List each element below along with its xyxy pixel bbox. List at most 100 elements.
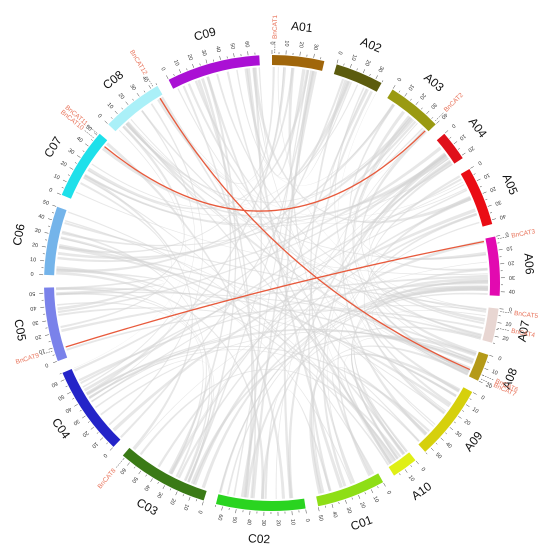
synteny-link: [351, 337, 474, 456]
tick-mark: [461, 152, 466, 156]
tick-mark: [472, 392, 477, 395]
gene-leader-line: [40, 350, 53, 355]
tick-label: 0: [419, 467, 426, 473]
tick-mark: [186, 68, 188, 71]
tick-mark: [74, 404, 78, 407]
tick-label: 10: [90, 440, 99, 449]
tick-label: 20: [117, 92, 126, 101]
tick-mark: [453, 141, 458, 145]
tick-mark: [487, 204, 492, 207]
tick-mark: [410, 98, 412, 101]
tick-label: 30: [312, 43, 319, 50]
tick-mark: [445, 432, 448, 435]
tick-mark: [351, 497, 353, 500]
chromosome-a08: [468, 351, 489, 381]
tick-mark: [56, 192, 61, 195]
tick-label: 10: [372, 495, 380, 503]
tick-label: 10: [283, 40, 289, 46]
tick-mark: [76, 155, 81, 158]
gene-leader-line: [480, 378, 493, 385]
chromosome-c01: [316, 473, 384, 507]
chromosome-label-c08: C08: [100, 67, 126, 92]
tick-mark: [48, 341, 51, 343]
tick-mark: [486, 361, 489, 363]
chromosome-a10: [388, 452, 416, 476]
tick-label: 0: [269, 41, 275, 44]
tick-label: 10: [182, 503, 190, 511]
tick-label: 0: [48, 187, 53, 194]
chromosome-label-c01: C01: [349, 513, 375, 534]
chromosome-label-c07: C07: [41, 134, 65, 160]
tick-label: 30: [32, 319, 39, 326]
gene-leader-line: [497, 327, 510, 331]
tick-mark: [426, 110, 430, 115]
tick-mark: [435, 442, 438, 445]
tick-label: 30: [429, 101, 438, 110]
tick-mark: [132, 98, 134, 101]
tick-mark: [449, 427, 454, 431]
tick-mark: [370, 489, 374, 494]
tick-label: 0: [159, 67, 166, 72]
tick-mark: [48, 347, 53, 350]
gene-leader-line: [115, 458, 124, 469]
chromosome-label-a02: A02: [359, 34, 384, 55]
tick-label: 10: [30, 257, 37, 264]
tick-label: 20: [168, 497, 176, 505]
tick-mark: [79, 409, 82, 412]
tick-mark: [492, 342, 495, 344]
tick-label: 0: [30, 272, 33, 278]
chromosome-c06: [44, 206, 67, 276]
gene-leader-line: [435, 112, 444, 122]
tick-label: 20: [34, 333, 41, 340]
tick-label: 20: [186, 54, 194, 62]
tick-label: 20: [489, 185, 497, 193]
chromosome-c03: [122, 447, 207, 501]
tick-mark: [498, 249, 503, 251]
tick-mark: [53, 361, 57, 364]
tick-mark: [404, 469, 408, 473]
tick-label: 50: [229, 43, 236, 50]
gene-leader-line: [497, 236, 510, 240]
tick-label: 40: [64, 405, 72, 413]
tick-mark: [392, 85, 396, 89]
tick-mark: [369, 73, 371, 76]
tick-mark: [313, 53, 315, 58]
catalase-link: [104, 130, 426, 212]
tick-mark: [457, 148, 460, 150]
tick-mark: [145, 474, 147, 477]
tick-mark: [440, 437, 444, 441]
tick-mark: [494, 335, 499, 338]
chromosome-label-c09: C09: [192, 24, 217, 43]
tick-label: 0: [480, 395, 486, 402]
tick-mark: [162, 485, 165, 489]
tick-mark: [473, 173, 476, 175]
tick-label: 0: [477, 159, 483, 166]
chromosome-a04: [436, 133, 463, 164]
tick-mark: [157, 481, 159, 484]
tick-label: 60: [243, 41, 250, 48]
tick-mark: [410, 465, 413, 468]
synteny-link: [197, 79, 253, 498]
tick-label: 50: [434, 452, 443, 461]
tick-label: 20: [485, 382, 493, 390]
tick-label: 20: [508, 259, 515, 265]
tick-mark: [175, 491, 178, 496]
tick-mark: [377, 486, 379, 489]
chromosome-label-c04: C04: [49, 415, 73, 441]
synteny-link: [253, 67, 472, 224]
tick-label: 20: [31, 242, 38, 249]
chromosome-c05: [44, 287, 68, 362]
tick-label: 10: [482, 171, 490, 179]
tick-label: 40: [509, 290, 515, 296]
tick-label: 50: [231, 516, 238, 523]
tick-label: 30: [494, 199, 502, 207]
tick-mark: [449, 136, 452, 139]
tick-mark: [106, 442, 108, 445]
tick-mark: [444, 130, 449, 134]
chromosome-a09: [418, 387, 473, 452]
tick-mark: [478, 380, 483, 384]
tick-mark: [421, 107, 423, 110]
tick-label: 50: [57, 393, 65, 401]
tick-mark: [233, 53, 235, 58]
